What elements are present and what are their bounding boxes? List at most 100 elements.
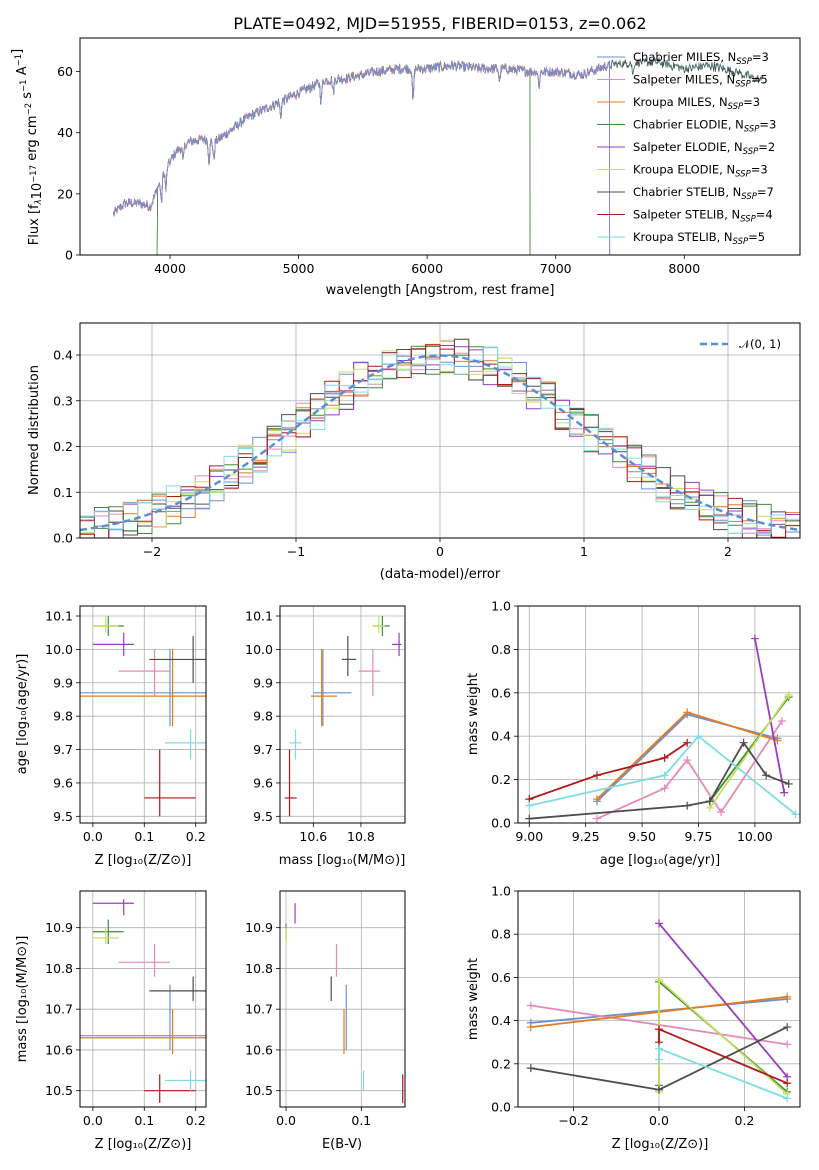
weight-z-frame (517, 890, 801, 1108)
mass-z-frame (79, 890, 207, 1108)
age-mass-ytick-label: 9.6 (253, 775, 273, 790)
age-z-ytick-label: 10.0 (45, 642, 73, 657)
legend-label-value: =5 (748, 230, 765, 244)
weight-age-line (529, 741, 790, 820)
legend-label: Salpeter STELIB, NSSP=4 (633, 208, 773, 225)
plot-area (285, 903, 404, 1103)
residuals-xtick-label: −1 (287, 544, 305, 559)
age-z-ytick-label: 9.6 (53, 775, 73, 790)
legend-label-name: Salpeter STELIB, N (633, 208, 740, 222)
weight-age-xtick-label: 9.00 (515, 829, 543, 844)
spectrum-ylabel-part: ] (10, 49, 25, 54)
mass-z-xtick-label: 0.0 (83, 1113, 103, 1128)
weight-z-ytick-label: 0.0 (491, 1100, 511, 1115)
weight-age-marker (784, 779, 793, 788)
spectrum-xtick-label: 5000 (283, 261, 315, 276)
weight-age-xtick-label: 9.25 (572, 829, 600, 844)
spectrum-xlabel: wavelength [Angstrom, rest frame] (326, 283, 555, 298)
weight-age-marker (705, 797, 714, 806)
legend-label: Salpeter MILES, NSSP=5 (633, 73, 768, 90)
legend-label-sub: SSP (741, 192, 757, 202)
residuals-xtick-label: 0 (436, 544, 444, 559)
weight-age-xtick-label: 10.00 (737, 829, 773, 844)
weight-z-ytick-label: 0.6 (491, 970, 511, 985)
weight-age-ytick-label: 0.2 (491, 772, 511, 787)
age-mass-ytick-label: 9.7 (253, 742, 273, 757)
weight-z-marker (526, 1023, 535, 1032)
weight-z-ytick-label: 0.4 (491, 1013, 511, 1028)
residuals-ytick-label: 0.2 (53, 439, 73, 454)
normal-curve (80, 354, 800, 532)
legend-label-sub: SSP (735, 170, 751, 180)
age-z-xtick-label: 0.1 (134, 829, 154, 844)
weight-z-marker (526, 1001, 535, 1010)
age-mass-frame (279, 605, 406, 824)
weight-age-marker (525, 801, 534, 810)
mass-ebv-xtick-label: 0.0 (276, 1113, 296, 1128)
weight-age-line (529, 734, 797, 816)
legend-label: Chabrier ELODIE, NSSP=3 (633, 118, 776, 135)
plot-area (80, 616, 206, 817)
weight-age-line (596, 711, 778, 800)
residuals-xtick-label: 2 (724, 544, 732, 559)
weight-age-marker (683, 801, 692, 810)
weight-z-marker (655, 975, 663, 984)
weight-age-marker (683, 756, 692, 765)
spectrum-model-kroupa-miles (113, 60, 611, 255)
spectrum-xtick-label: 8000 (668, 261, 700, 276)
legend-label-sub: SSP (735, 80, 751, 90)
age-z-ytick-label: 9.5 (53, 809, 73, 824)
residuals-ytick-label: 0.0 (53, 531, 73, 546)
legend-label-sub: SSP (743, 147, 759, 157)
spectrum-ylabel-part: λ (34, 199, 44, 205)
residuals-ytick-label: 0.4 (53, 348, 73, 363)
weight-age-marker (694, 732, 703, 741)
age-mass-ytick-label: 10.1 (245, 609, 273, 624)
weight-z-xtick-label: −0.2 (558, 1113, 588, 1128)
age-vs-metallicity-panel: 0.0 0.1 0.2 9.5 9.6 9.7 9.8 9.9 10.0 10.1 Z [log₁₀… (15, 605, 207, 868)
legend-label-value: =3 (752, 50, 769, 64)
weight-z-marker (655, 1025, 663, 1034)
weight-age-marker (683, 708, 692, 717)
weight-age-ylabel: mass weight (466, 673, 481, 755)
legend-label-name: Chabrier ELODIE, N (633, 118, 744, 132)
legend-label-name: Chabrier MILES, N (633, 50, 736, 64)
spectrum-model-salpeter-elodie (156, 60, 531, 255)
mass-ebv-xtick-label: 0.1 (351, 1113, 371, 1128)
spectrum-model-chabrier-miles (113, 60, 611, 255)
weight-z-ylabel: mass weight (466, 958, 481, 1040)
spectrum-ylabel-part: −1 (14, 54, 24, 67)
legend-label-sub: SSP (728, 102, 744, 112)
weight-age-marker (739, 738, 748, 747)
weight-z-marker (783, 992, 792, 1001)
spectrum-xtick-label: 7000 (540, 261, 572, 276)
age-mass-xtick-label: 10.6 (299, 829, 327, 844)
spectrum-model-salpeter-miles (113, 60, 611, 255)
residual-hist-salpeter-stelib (80, 344, 800, 538)
mass-z-xlabel: Z [log₁₀(Z/Z⊙)] (95, 1137, 192, 1152)
mass-ebv-ytick-label: 10.6 (245, 1042, 273, 1057)
weight-z-ytick-label: 0.2 (491, 1056, 511, 1071)
residuals-xtick-label: 1 (580, 544, 588, 559)
weight-age-xtick-label: 9.50 (628, 829, 656, 844)
plot-area (113, 56, 762, 255)
legend-label-name: Kroupa STELIB, N (633, 230, 733, 244)
age-vs-mass-panel: 10.6 10.8 9.5 9.6 9.7 9.8 9.9 10.0 10.1 mass [log… (245, 605, 406, 868)
weight-z-marker (655, 1044, 663, 1053)
mass-z-ytick-label: 10.9 (45, 920, 73, 935)
spectrum-ytick-label: 60 (57, 64, 73, 79)
mass-z-ytick-label: 10.7 (45, 1002, 73, 1017)
residual-hist-kroupa-elodie (80, 338, 800, 538)
mass-z-xtick-label: 0.2 (186, 1113, 206, 1128)
legend-label: Kroupa STELIB, NSSP=5 (633, 230, 765, 247)
spectrum-title: PLATE=0492, MJD=51955, FIBERID=0153, z=0… (233, 14, 646, 33)
age-mass-ytick-label: 10.0 (245, 642, 273, 657)
plot-area (526, 919, 792, 1103)
legend-label-value: =3 (743, 95, 760, 109)
legend-label-name: Chabrier STELIB, N (633, 185, 741, 199)
residuals-xtick-label: −2 (143, 544, 161, 559)
weight-z-ytick-label: 1.0 (491, 884, 511, 899)
weight-z-xlabel: Z [log₁₀(Z/Z⊙)] (612, 1137, 709, 1152)
legend-label-name: Kroupa MILES, N (633, 95, 728, 109)
